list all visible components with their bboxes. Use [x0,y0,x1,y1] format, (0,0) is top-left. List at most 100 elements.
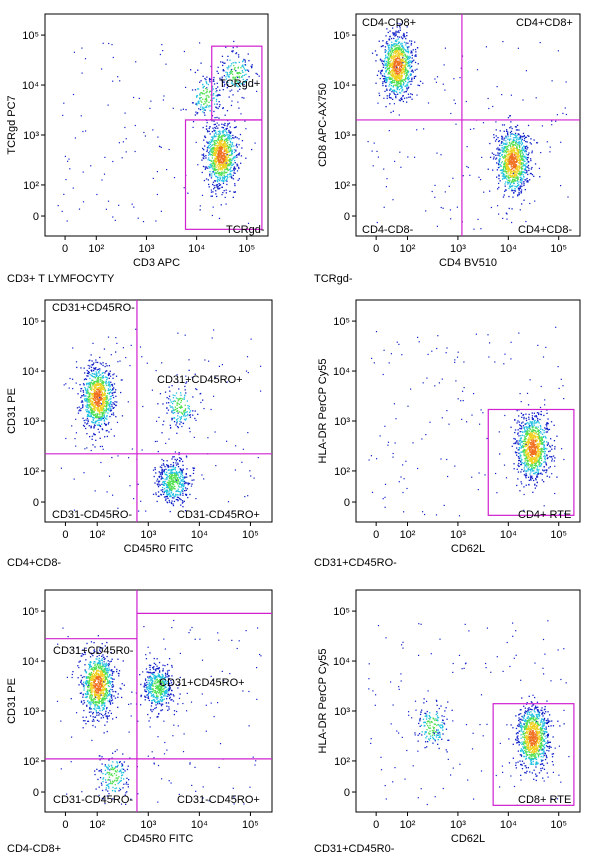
event-point [224,135,226,137]
event-point [176,496,179,498]
event-point [100,378,102,381]
event-point [251,66,253,68]
event-point [175,490,177,493]
event-point [416,129,418,131]
event-point [170,478,172,481]
event-point [199,393,201,395]
event-point [398,55,401,58]
event-point [179,407,182,409]
event-point [514,150,516,152]
event-point [87,371,90,373]
event-point [411,70,414,72]
event-point [205,178,208,180]
event-point [172,472,174,474]
event-point [178,388,180,390]
event-point [525,136,527,138]
event-point [91,375,94,377]
event-point [210,408,212,411]
event-point [87,391,89,393]
event-point [177,381,179,383]
event-point [177,500,179,502]
event-point [188,359,190,361]
event-point [232,73,234,75]
event-point [386,65,388,67]
event-point [101,404,103,406]
event-point [97,383,100,385]
event-point [82,424,85,427]
event-point [402,45,404,47]
event-point [203,90,205,92]
event-point [520,192,522,194]
event-point [184,490,186,492]
event-point [80,410,82,412]
event-point [219,148,221,150]
event-point [108,382,110,384]
event-point [94,373,96,375]
event-point [411,40,413,42]
event-point [503,137,505,139]
event-point [509,183,511,186]
event-point [385,62,387,65]
event-point [450,112,452,115]
event-point [230,174,232,176]
event-point [398,60,400,62]
event-point [407,70,409,72]
event-point [219,174,221,176]
event-point [400,70,403,72]
event-point [206,166,208,168]
event-point [232,174,234,177]
event-point [403,73,405,75]
event-point [171,500,173,502]
event-point [166,489,168,491]
event-point [161,458,163,461]
event-point [219,184,222,186]
event-point [385,42,387,44]
event-point [100,383,102,386]
event-point [180,457,182,459]
event-point [519,142,521,144]
event-point [109,415,111,418]
event-point [175,475,177,477]
event-point [254,82,256,84]
event-point [170,471,172,473]
event-point [214,180,216,182]
event-point [127,401,129,403]
event-point [177,466,180,468]
event-point [406,35,408,37]
event-point [469,174,471,176]
event-point [84,378,86,380]
event-point [101,376,104,378]
event-point [509,179,511,181]
event-point [161,470,163,472]
event-point [181,415,183,418]
event-point [395,58,398,60]
event-point [88,399,90,401]
event-point [105,384,108,387]
event-point [170,489,172,491]
event-point [90,389,93,391]
event-point [212,171,214,173]
event-point [514,171,516,173]
event-point [157,491,160,493]
event-point [229,71,231,73]
event-point [98,402,100,404]
event-point [396,64,398,66]
event-point [518,151,520,153]
event-point [521,165,523,167]
event-point [510,94,512,96]
event-point [94,393,96,396]
event-point [224,160,227,162]
event-point [455,123,457,125]
event-point [504,190,506,192]
event-point [246,356,249,358]
event-point [205,167,207,169]
event-point [381,62,384,65]
event-point [179,477,181,480]
event-point [213,149,215,151]
event-point [495,135,497,137]
event-point [398,45,401,47]
event-point [100,397,102,400]
event-point [404,54,407,56]
event-point [164,478,166,480]
event-point [231,149,233,151]
